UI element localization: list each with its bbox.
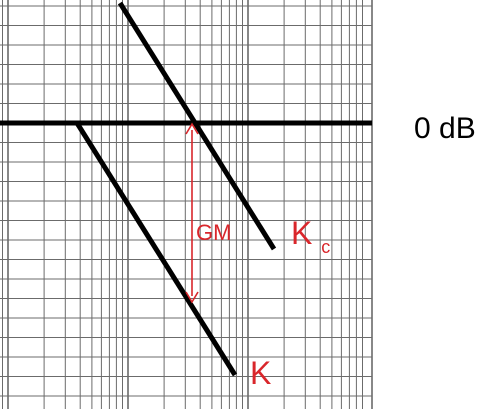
kc-label-main: K xyxy=(291,215,312,251)
k-magnitude-line xyxy=(74,121,238,377)
kc-label-subscript: c xyxy=(321,237,330,257)
kc-label: K c xyxy=(291,215,330,257)
kc-magnitude-line xyxy=(117,1,277,251)
gm-label: GM xyxy=(196,220,231,245)
zero-db-label: 0 dB xyxy=(414,112,476,145)
k-label: K xyxy=(250,355,271,391)
gain-margin-arrow xyxy=(185,122,199,304)
log-grid xyxy=(0,0,373,409)
